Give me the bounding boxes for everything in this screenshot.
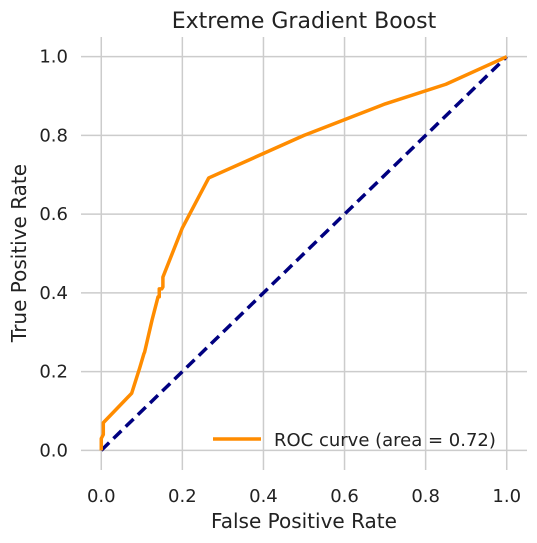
x-tick-label: 0.0: [87, 486, 116, 507]
x-axis-label: False Positive Rate: [211, 509, 397, 533]
chance-diagonal-line: [100, 55, 508, 452]
x-tick-label: 0.6: [330, 486, 359, 507]
y-tick-label: 0.8: [39, 125, 68, 146]
y-tick-labels: 0.0 0.2 0.4 0.6 0.8 1.0: [39, 47, 68, 462]
x-tick-label: 0.8: [411, 486, 440, 507]
y-tick-label: 0.6: [39, 204, 68, 225]
x-tick-labels: 0.0 0.2 0.4 0.6 0.8 1.0: [87, 486, 521, 507]
x-tick-label: 0.2: [168, 486, 197, 507]
chart-title: Extreme Gradient Boost: [172, 9, 437, 34]
series-layer: [99, 55, 508, 452]
legend-label-roc: ROC curve (area = 0.72): [274, 430, 496, 451]
y-tick-label: 1.0: [39, 47, 68, 68]
x-tick-label: 0.4: [249, 486, 278, 507]
y-tick-label: 0.4: [39, 283, 68, 304]
x-tick-label: 1.0: [492, 486, 521, 507]
roc-curve-line: [99, 55, 508, 451]
y-tick-label: 0.2: [39, 362, 68, 383]
y-tick-label: 0.0: [39, 440, 68, 461]
legend: ROC curve (area = 0.72): [213, 430, 496, 451]
y-axis-label: True Positive Rate: [7, 164, 31, 343]
